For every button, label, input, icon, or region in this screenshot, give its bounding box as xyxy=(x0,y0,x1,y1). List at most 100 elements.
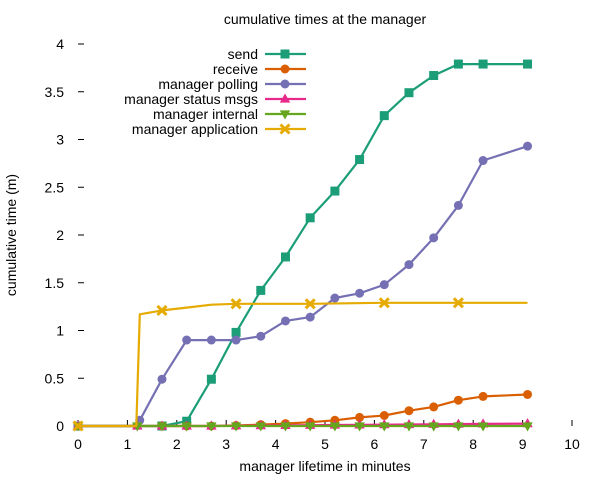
series-line-manager-polling xyxy=(78,145,528,428)
data-point-send xyxy=(379,111,389,121)
data-point-manager-polling xyxy=(182,335,192,345)
x-tick-label: 5 xyxy=(321,436,329,452)
legend-marker xyxy=(280,79,290,89)
legend-item-manager-polling: manager polling xyxy=(158,76,306,92)
data-point-manager-internal xyxy=(280,422,291,432)
y-tick-label: 0 xyxy=(56,418,64,434)
data-point-manager-polling xyxy=(379,280,389,290)
data-point-manager-application xyxy=(378,297,390,309)
data-point-send xyxy=(206,374,216,384)
legend-label: receive xyxy=(213,61,258,77)
legend-marker xyxy=(279,93,291,103)
data-point-manager-internal xyxy=(230,422,242,432)
y-tick-label: 3 xyxy=(56,132,64,148)
y-tick-label: 0.5 xyxy=(45,370,65,386)
data-point-receive xyxy=(453,395,463,405)
data-point-manager-internal xyxy=(304,422,316,432)
legend-label: manager polling xyxy=(158,76,258,92)
data-point-manager-internal xyxy=(329,422,341,432)
x-tick-label: 10 xyxy=(564,436,580,452)
series-layer xyxy=(72,59,533,432)
x-tick-label: 3 xyxy=(222,436,230,452)
data-point-manager-application xyxy=(452,297,464,309)
data-point-manager-application xyxy=(72,420,84,432)
data-point-manager-application xyxy=(230,298,242,310)
y-tick-label: 1.5 xyxy=(45,275,65,291)
data-point-manager-internal xyxy=(428,422,439,432)
data-point-manager-internal xyxy=(379,422,390,432)
data-point-manager-application xyxy=(156,304,168,317)
data-point-manager-polling xyxy=(453,200,463,210)
data-point-manager-polling xyxy=(404,260,414,270)
data-point-manager-polling xyxy=(355,288,365,298)
legend-item-manager-internal: manager internal xyxy=(153,106,306,122)
data-point-manager-internal xyxy=(453,422,464,432)
data-point-manager-polling xyxy=(478,156,488,166)
legend-item-receive: receive xyxy=(213,61,306,77)
data-point-send xyxy=(256,285,266,295)
data-point-send xyxy=(280,252,290,262)
data-point-manager-polling xyxy=(330,293,340,303)
data-point-receive xyxy=(478,391,488,401)
x-tick-label: 2 xyxy=(173,436,181,452)
data-point-manager-internal xyxy=(206,422,217,432)
data-point-manager-internal xyxy=(156,422,168,432)
x-tick-label: 6 xyxy=(371,436,379,452)
data-point-receive xyxy=(429,402,439,412)
data-point-send xyxy=(330,186,340,196)
legend-item-manager-application: manager application xyxy=(132,121,306,137)
data-point-send xyxy=(305,213,315,223)
data-point-manager-polling xyxy=(256,331,266,341)
data-point-send xyxy=(453,59,463,69)
data-point-send xyxy=(429,71,439,81)
data-point-manager-internal xyxy=(403,422,415,432)
legend-marker xyxy=(279,110,291,120)
legend-label: manager application xyxy=(132,121,258,137)
y-tick-label: 2.5 xyxy=(45,179,65,195)
data-point-manager-polling xyxy=(523,141,533,151)
data-point-receive xyxy=(355,412,365,422)
series-send xyxy=(73,59,533,431)
y-tick-label: 3.5 xyxy=(45,84,65,100)
data-point-manager-internal xyxy=(181,422,192,432)
data-point-manager-internal xyxy=(255,422,266,432)
x-tick-label: 1 xyxy=(124,436,132,452)
x-axis-title: manager lifetime in minutes xyxy=(239,458,410,474)
legend-item-send: send xyxy=(228,46,306,62)
series-line-send xyxy=(78,62,528,428)
x-tick-label: 7 xyxy=(420,436,428,452)
data-point-manager-polling xyxy=(206,335,216,345)
data-point-manager-polling xyxy=(157,374,167,384)
data-point-send xyxy=(523,59,533,69)
chart-title: cumulative times at the manager xyxy=(224,11,427,27)
legend-marker xyxy=(280,64,290,74)
x-tick-label: 9 xyxy=(519,436,527,452)
series-line-manager-application xyxy=(78,301,528,428)
series-manager-internal xyxy=(72,422,533,432)
series-manager-polling xyxy=(73,141,533,431)
data-point-receive xyxy=(379,410,389,420)
data-point-manager-internal xyxy=(522,422,533,432)
data-point-receive xyxy=(404,406,414,416)
y-axis-title: cumulative time (m) xyxy=(3,174,19,296)
legend-label: manager status msgs xyxy=(124,91,258,107)
data-point-manager-polling xyxy=(305,312,315,322)
legend-label: send xyxy=(228,46,258,62)
data-point-send xyxy=(231,327,241,337)
data-point-send xyxy=(478,59,488,69)
data-point-send xyxy=(404,88,414,98)
data-point-manager-internal xyxy=(354,422,365,432)
y-tick-label: 1 xyxy=(56,323,64,339)
legend-marker xyxy=(279,123,291,135)
data-point-manager-polling xyxy=(429,233,439,243)
data-point-manager-polling xyxy=(231,335,241,345)
x-tick-label: 4 xyxy=(272,436,280,452)
data-point-manager-application xyxy=(304,298,316,310)
legend-label: manager internal xyxy=(153,106,258,122)
y-tick-label: 2 xyxy=(56,227,64,243)
x-tick-label: 0 xyxy=(74,436,82,452)
data-point-manager-polling xyxy=(280,316,290,326)
